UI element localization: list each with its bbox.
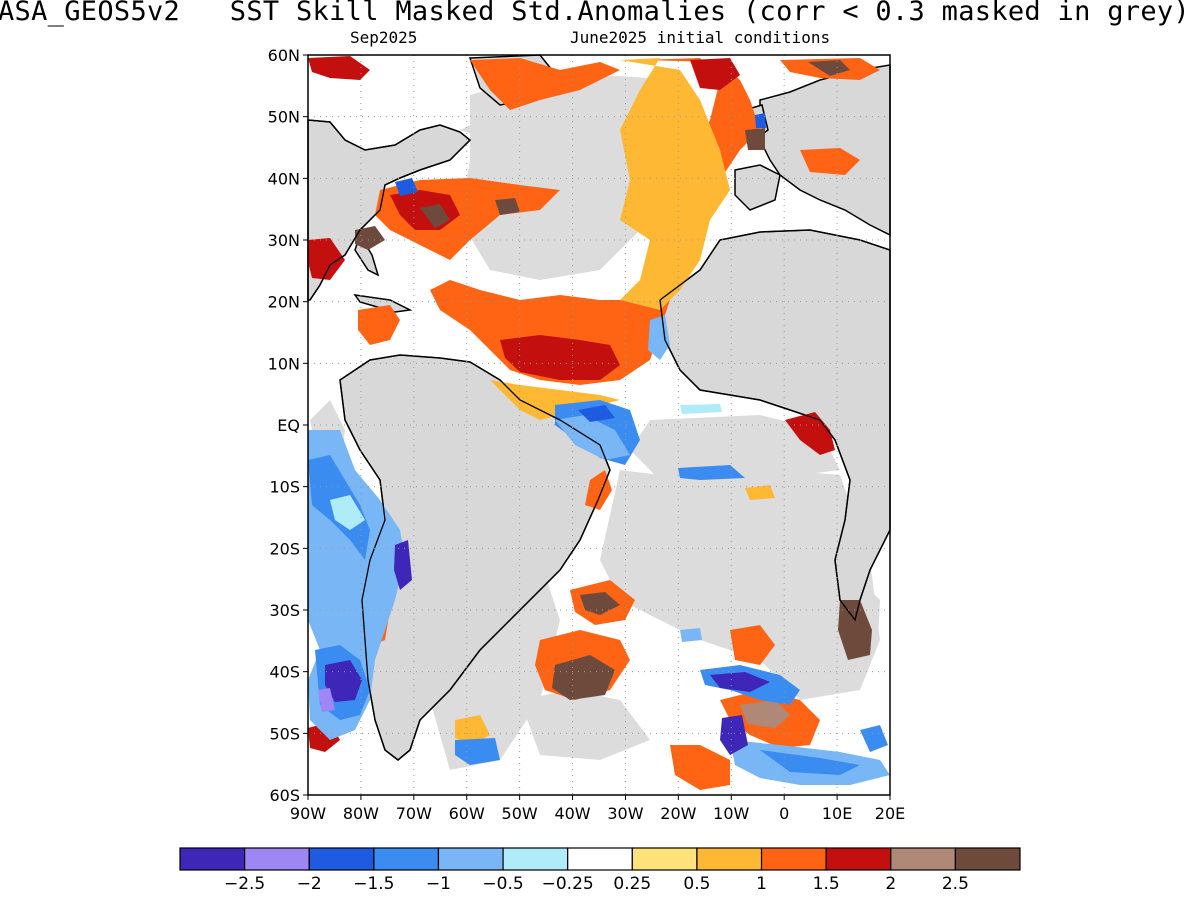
color-swatch [179,847,246,871]
sst-anomaly-map: 60N 50N 40N 30N 20N 10N EQ 10S 20S 30S 40S 50S 60S 9… [268,46,906,823]
color-scale-label: −0.25 [542,874,594,894]
color-scale-label: 2 [885,874,896,894]
valid-month-label: Sep2025 [350,28,418,47]
color-scale-label: −0.5 [482,874,523,894]
lat-label: 30S [269,601,300,620]
color-swatch [760,847,827,871]
color-scale-swatches [179,847,1021,871]
color-swatch [308,847,375,871]
lon-label: 40W [554,804,590,823]
color-swatch [890,847,956,871]
lat-label: 50S [269,724,300,743]
longitude-labels: 90W 80W 70W 60W 50W 40W 30W 20W 10W 0 10E 20E [290,795,905,823]
lon-label: 0 [779,804,789,823]
color-scale-label: 0.25 [613,874,651,894]
lat-label: 30N [268,231,300,250]
color-swatch [244,847,310,871]
lon-label: 90W [290,804,326,823]
color-scale-label: 0.5 [683,874,710,894]
lat-label: 60N [268,46,300,65]
lon-label: 20E [875,804,905,823]
lat-label: 40S [269,663,300,682]
lat-label: 40N [268,169,300,188]
lat-label: 60S [269,786,300,805]
lat-label: 20S [269,539,300,558]
color-swatch [696,847,763,871]
color-swatch [631,847,698,871]
gridlines [308,55,890,795]
color-swatch [373,847,440,871]
map-title: ASA_GEOS5v2 SST Skill Masked Std.Anomali… [0,0,1190,27]
color-swatch [437,847,504,871]
initial-conditions-label: June2025 initial conditions [570,28,831,47]
lon-label: 70W [396,804,432,823]
color-swatch [954,847,1021,871]
lon-label: 10E [822,804,852,823]
lon-label: 20W [660,804,696,823]
color-swatch [502,847,569,871]
color-scale-label: −1.5 [353,874,394,894]
lat-label: 50N [268,108,300,127]
latitude-labels: 60N 50N 40N 30N 20N 10N EQ 10S 20S 30S 40S 50S 60S [268,46,308,805]
lat-label: 10S [269,478,300,497]
color-scale-label: −2.5 [224,874,265,894]
lon-label: 80W [343,804,379,823]
lat-label: EQ [277,416,300,435]
color-scale-labels: −2.5 −2 −1.5 −1 −0.5 −0.25 0.25 0.5 1 1.5 2 2.5 [224,874,969,894]
negative-anomalies [308,113,890,785]
lon-label: 30W [607,804,643,823]
color-swatch [825,847,892,871]
positive-anomalies [308,56,880,790]
lat-label: 20N [268,293,300,312]
color-scale-label: −1 [426,874,451,894]
color-scale-label: −2 [297,874,322,894]
lat-label: 10N [268,354,300,373]
lon-label: 60W [449,804,485,823]
color-scale-label: 2.5 [942,874,969,894]
lon-label: 50W [502,804,538,823]
iberia [734,164,781,211]
color-scale-label: 1 [756,874,767,894]
lon-label: 10W [713,804,749,823]
color-swatch [567,847,633,871]
cuba [353,294,413,313]
color-scale-label: 1.5 [813,874,840,894]
